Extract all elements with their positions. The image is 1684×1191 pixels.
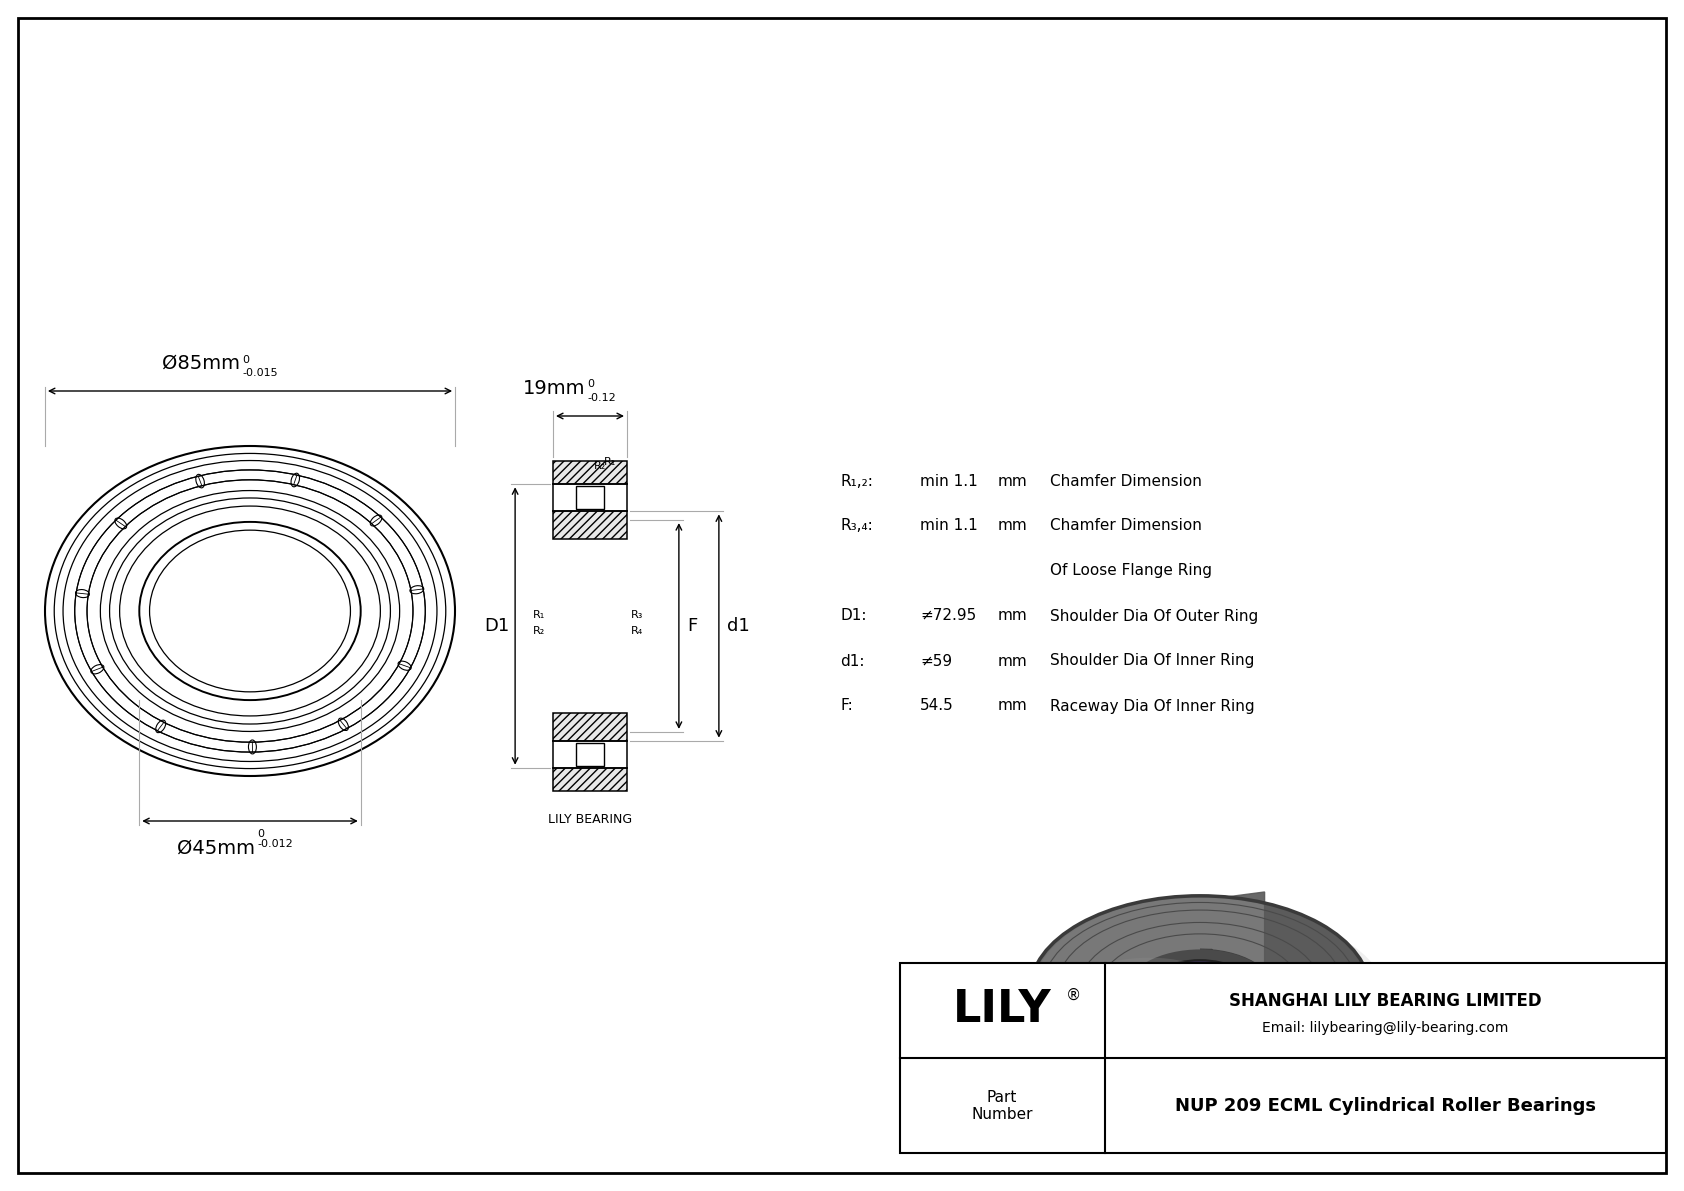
Text: mm: mm (999, 518, 1027, 534)
Ellipse shape (1031, 896, 1371, 1086)
Text: ≠72.95: ≠72.95 (919, 609, 977, 624)
Text: R₄: R₄ (632, 626, 643, 636)
Text: Shoulder Dia Of Outer Ring: Shoulder Dia Of Outer Ring (1051, 609, 1258, 624)
Text: Part
Number: Part Number (972, 1090, 1032, 1122)
Bar (552, 713, 626, 741)
Text: min 1.1: min 1.1 (919, 474, 978, 488)
Text: -0.012: -0.012 (258, 838, 293, 849)
Text: 54.5: 54.5 (919, 698, 953, 713)
Text: mm: mm (999, 474, 1027, 488)
Text: Ø85mm: Ø85mm (162, 354, 241, 373)
Text: mm: mm (999, 654, 1027, 668)
Text: Chamfer Dimension: Chamfer Dimension (1051, 518, 1202, 534)
Text: 0: 0 (258, 829, 264, 838)
Bar (576, 486, 605, 510)
Ellipse shape (1031, 896, 1369, 1086)
Ellipse shape (1032, 898, 1367, 1085)
Bar (899, 964, 1665, 1153)
Bar (552, 461, 626, 485)
Text: R₃,₄:: R₃,₄: (840, 518, 872, 534)
Text: 0: 0 (242, 355, 249, 364)
Text: R₁,₂:: R₁,₂: (840, 474, 872, 488)
Text: F: F (687, 617, 697, 635)
Text: Of Loose Flange Ring: Of Loose Flange Ring (1051, 563, 1212, 579)
Text: 19mm: 19mm (522, 379, 584, 398)
Text: R₂: R₂ (594, 461, 606, 470)
Text: R₁: R₁ (534, 610, 546, 621)
Ellipse shape (1125, 949, 1275, 1033)
Ellipse shape (1032, 897, 1367, 1085)
Text: LILY: LILY (953, 989, 1051, 1031)
Text: D1:: D1: (840, 609, 867, 624)
Ellipse shape (1098, 958, 1201, 986)
Polygon shape (1226, 892, 1369, 1090)
Polygon shape (1201, 949, 1275, 1033)
Text: d1:: d1: (840, 654, 864, 668)
Text: mm: mm (999, 609, 1027, 624)
Text: -0.015: -0.015 (242, 368, 278, 378)
Text: D1: D1 (483, 617, 509, 635)
Bar (576, 742, 605, 766)
Bar (552, 768, 626, 791)
Ellipse shape (1032, 897, 1369, 1085)
Text: ®: ® (1066, 987, 1081, 1003)
Bar (552, 511, 626, 538)
Ellipse shape (1041, 908, 1389, 1104)
Ellipse shape (1032, 897, 1367, 1085)
Text: LILY BEARING: LILY BEARING (547, 813, 632, 827)
Ellipse shape (1031, 897, 1369, 1086)
Text: R₁: R₁ (605, 457, 616, 467)
Text: 0: 0 (588, 379, 594, 389)
Text: F:: F: (840, 698, 852, 713)
Text: R₃: R₃ (632, 610, 643, 621)
Text: NUP 209 ECML Cylindrical Roller Bearings: NUP 209 ECML Cylindrical Roller Bearings (1175, 1097, 1596, 1115)
Text: Email: lilybearing@lily-bearing.com: Email: lilybearing@lily-bearing.com (1263, 1021, 1509, 1035)
Text: Chamfer Dimension: Chamfer Dimension (1051, 474, 1202, 488)
Text: Ø45mm: Ø45mm (177, 838, 254, 858)
Ellipse shape (1145, 960, 1255, 1022)
Ellipse shape (1034, 898, 1366, 1084)
Text: -0.12: -0.12 (588, 393, 616, 403)
Text: ≠59: ≠59 (919, 654, 951, 668)
Text: min 1.1: min 1.1 (919, 518, 978, 534)
Text: mm: mm (999, 698, 1027, 713)
Text: R₂: R₂ (534, 626, 546, 636)
Text: d1: d1 (727, 617, 749, 635)
Text: Shoulder Dia Of Inner Ring: Shoulder Dia Of Inner Ring (1051, 654, 1255, 668)
Text: Raceway Dia Of Inner Ring: Raceway Dia Of Inner Ring (1051, 698, 1255, 713)
Text: SHANGHAI LILY BEARING LIMITED: SHANGHAI LILY BEARING LIMITED (1229, 992, 1543, 1010)
